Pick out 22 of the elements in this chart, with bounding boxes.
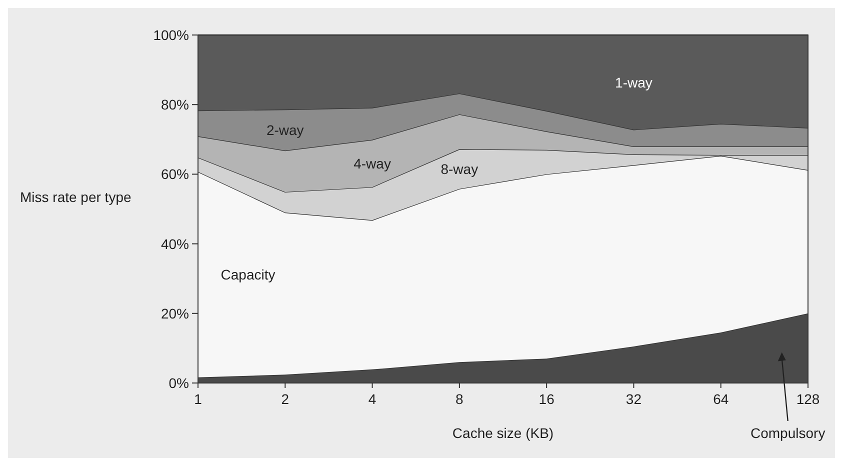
series-label: 2-way — [266, 122, 304, 138]
series-label: 1-way — [615, 74, 652, 90]
x-tick-label: 16 — [538, 391, 555, 407]
x-axis-title: Cache size (KB) — [452, 425, 554, 441]
y-tick-label: 0% — [168, 375, 189, 391]
y-tick-label: 60% — [160, 166, 189, 182]
series-label: Capacity — [220, 266, 276, 283]
y-tick-label: 40% — [160, 236, 189, 252]
x-tick-label: 8 — [456, 391, 464, 407]
x-tick-label: 64 — [713, 391, 729, 407]
y-axis-title: Miss rate per type — [20, 189, 132, 206]
y-tick-label: 100% — [153, 27, 189, 43]
x-tick-label: 4 — [368, 391, 376, 407]
y-tick-label: 80% — [160, 96, 189, 113]
series-label: 8-way — [440, 160, 478, 177]
x-tick-label: 1 — [194, 391, 202, 407]
text: Compulsory — [750, 425, 826, 441]
y-tick-label: 20% — [160, 305, 189, 322]
series-label: 4-way — [354, 155, 391, 172]
x-tick-label: 128 — [796, 391, 820, 407]
x-tick-label: 32 — [626, 391, 642, 407]
x-tick-label: 2 — [281, 391, 290, 407]
